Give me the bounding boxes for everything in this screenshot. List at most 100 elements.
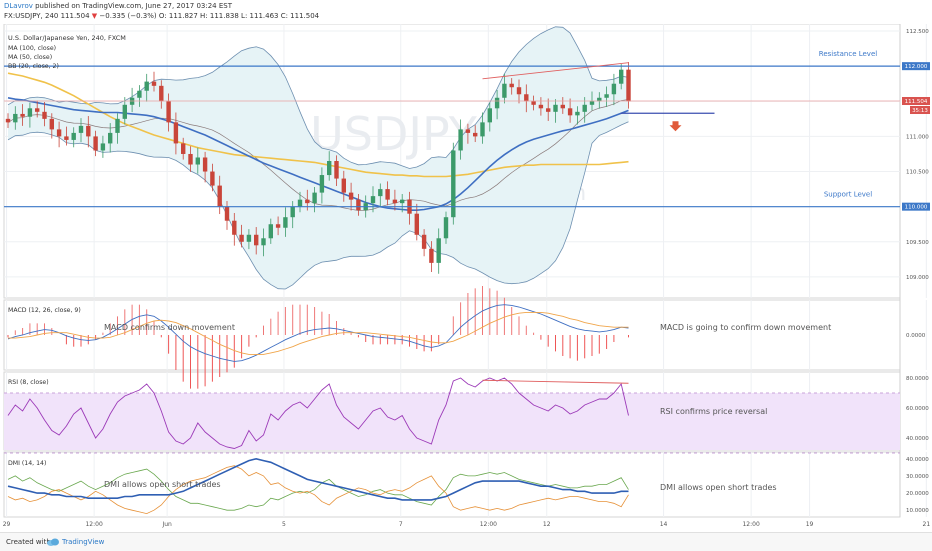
publish-line: DLavrov published on TradingView.com, Ju…: [4, 2, 232, 10]
dmi-tick-label: 30.0000: [906, 474, 929, 480]
level-price-badge: 110.000: [905, 205, 928, 211]
x-tick-label: 29: [3, 521, 11, 528]
dmi-tick-label: 40.0000: [906, 457, 929, 463]
candle-body: [429, 248, 434, 263]
candle-body: [443, 217, 449, 239]
candle-body: [290, 206, 295, 218]
candle-body: [151, 81, 157, 86]
candle-body: [202, 157, 208, 172]
x-tick-label: 5: [282, 521, 286, 528]
candle-body: [619, 69, 624, 84]
y-tick-label: 109.500: [906, 240, 929, 246]
price-badge-bg: [902, 97, 930, 106]
rsi-tick-label: 80.0000: [906, 376, 929, 382]
x-tick-label: 14: [660, 521, 668, 528]
rsi-line: [7, 377, 629, 449]
price-badge: 111.504: [905, 99, 928, 105]
chart-header: DLavrov published on TradingView.com, Ju…: [0, 0, 932, 24]
x-tick-label: 7: [399, 521, 403, 528]
candle-body: [254, 234, 259, 246]
x-tick-label: 12:00: [742, 521, 759, 528]
candle-body: [20, 113, 25, 117]
candle-body: [436, 238, 441, 263]
rsi-title: RSI (8, close): [8, 379, 49, 386]
candle-body: [465, 129, 471, 133]
candle-body: [334, 161, 339, 179]
ma50-line: [7, 97, 629, 211]
rsi-tick-label: 40.0000: [906, 436, 929, 442]
candle-body: [414, 213, 419, 235]
last-price: 111.504: [60, 12, 90, 20]
candle-body: [71, 132, 76, 140]
candle-body: [327, 161, 332, 176]
candle-body: [261, 238, 266, 246]
candle-body: [524, 94, 529, 102]
x-tick-label: 19: [806, 521, 814, 528]
candle-body: [538, 104, 544, 109]
created-with-text: Created with: [6, 538, 51, 546]
y-tick-label: 111.000: [906, 134, 929, 140]
candle-body: [348, 192, 354, 200]
candle-body: [553, 104, 558, 112]
candle-body: [108, 132, 113, 144]
candle-body: [268, 224, 273, 239]
candle-body: [356, 199, 361, 211]
macd-zero-label: 0.0000: [906, 333, 926, 339]
tradingview-brand-link[interactable]: TradingView: [62, 538, 105, 546]
candle-body: [473, 132, 478, 137]
dmi-annotation-right: DMI allows open short trades: [660, 483, 777, 492]
time-badge: 35:13: [912, 108, 928, 114]
rsi-tick-label: 60.0000: [906, 406, 929, 412]
tradingview-chart[interactable]: 2912:00Jun5712:00121412:00192112:0026281…: [0, 24, 932, 532]
candle-body: [531, 101, 536, 105]
dmi-tick-label: 20.0000: [906, 491, 929, 497]
level-price-badge: 112.000: [905, 64, 928, 70]
level-label: Support Level: [824, 191, 872, 199]
candle-body: [516, 87, 522, 95]
rsi-trendline: [482, 379, 629, 384]
price-change: −0.335 (−0.3%): [99, 12, 157, 20]
candle-body: [159, 85, 164, 102]
candle-body: [502, 83, 507, 98]
candle-body: [626, 69, 631, 102]
bollinger-basis-line: [7, 99, 629, 211]
level-price-badge-bg: [902, 202, 930, 211]
candle-body: [392, 199, 398, 204]
rsi-band-fill: [4, 393, 900, 450]
symbol-line: FX:USDJPY, 240 111.504 ▼ −0.335 (−0.3%) …: [4, 12, 319, 20]
dmi-plus-line: [7, 468, 629, 511]
rsi-annotation: RSI confirms price reversal: [660, 407, 767, 416]
level-price-badge-bg: [902, 62, 930, 71]
macd-title: MACD (12, 26, close, 9): [8, 307, 81, 314]
candle-body: [210, 171, 215, 186]
candle-body: [232, 220, 237, 235]
candle-body: [246, 234, 252, 242]
bollinger-lower-line: [7, 121, 629, 290]
candle-body: [575, 111, 580, 116]
dmi-annotation-left: DMI allows open short trades: [104, 480, 221, 489]
candle-body: [319, 175, 325, 193]
candle-body: [283, 217, 288, 228]
candle-body: [341, 178, 346, 193]
footer: Created with TradingView: [0, 532, 932, 551]
candle-body: [122, 104, 127, 119]
candle-body: [64, 136, 69, 140]
macd-line: [7, 304, 629, 362]
y-tick-label: 109.000: [906, 275, 929, 281]
candle-body: [137, 90, 142, 98]
candle-body: [195, 157, 200, 165]
candle-body: [56, 129, 62, 137]
indicator-legend-item: MA (50, close): [8, 54, 52, 61]
price-trendline: [482, 62, 629, 80]
candle-body: [27, 108, 33, 117]
bollinger-upper-line: [7, 26, 629, 169]
candle-body: [567, 108, 573, 116]
candle-body: [144, 81, 149, 91]
candle-body: [217, 185, 222, 207]
candle-body: [13, 113, 18, 123]
symbol: FX:USDJPY, 240: [4, 12, 59, 20]
candle-body: [582, 104, 587, 112]
candle-body: [275, 224, 281, 228]
author-link[interactable]: DLavrov: [4, 2, 33, 10]
macd-annotation-left: MACD confirms down movement: [104, 323, 235, 332]
